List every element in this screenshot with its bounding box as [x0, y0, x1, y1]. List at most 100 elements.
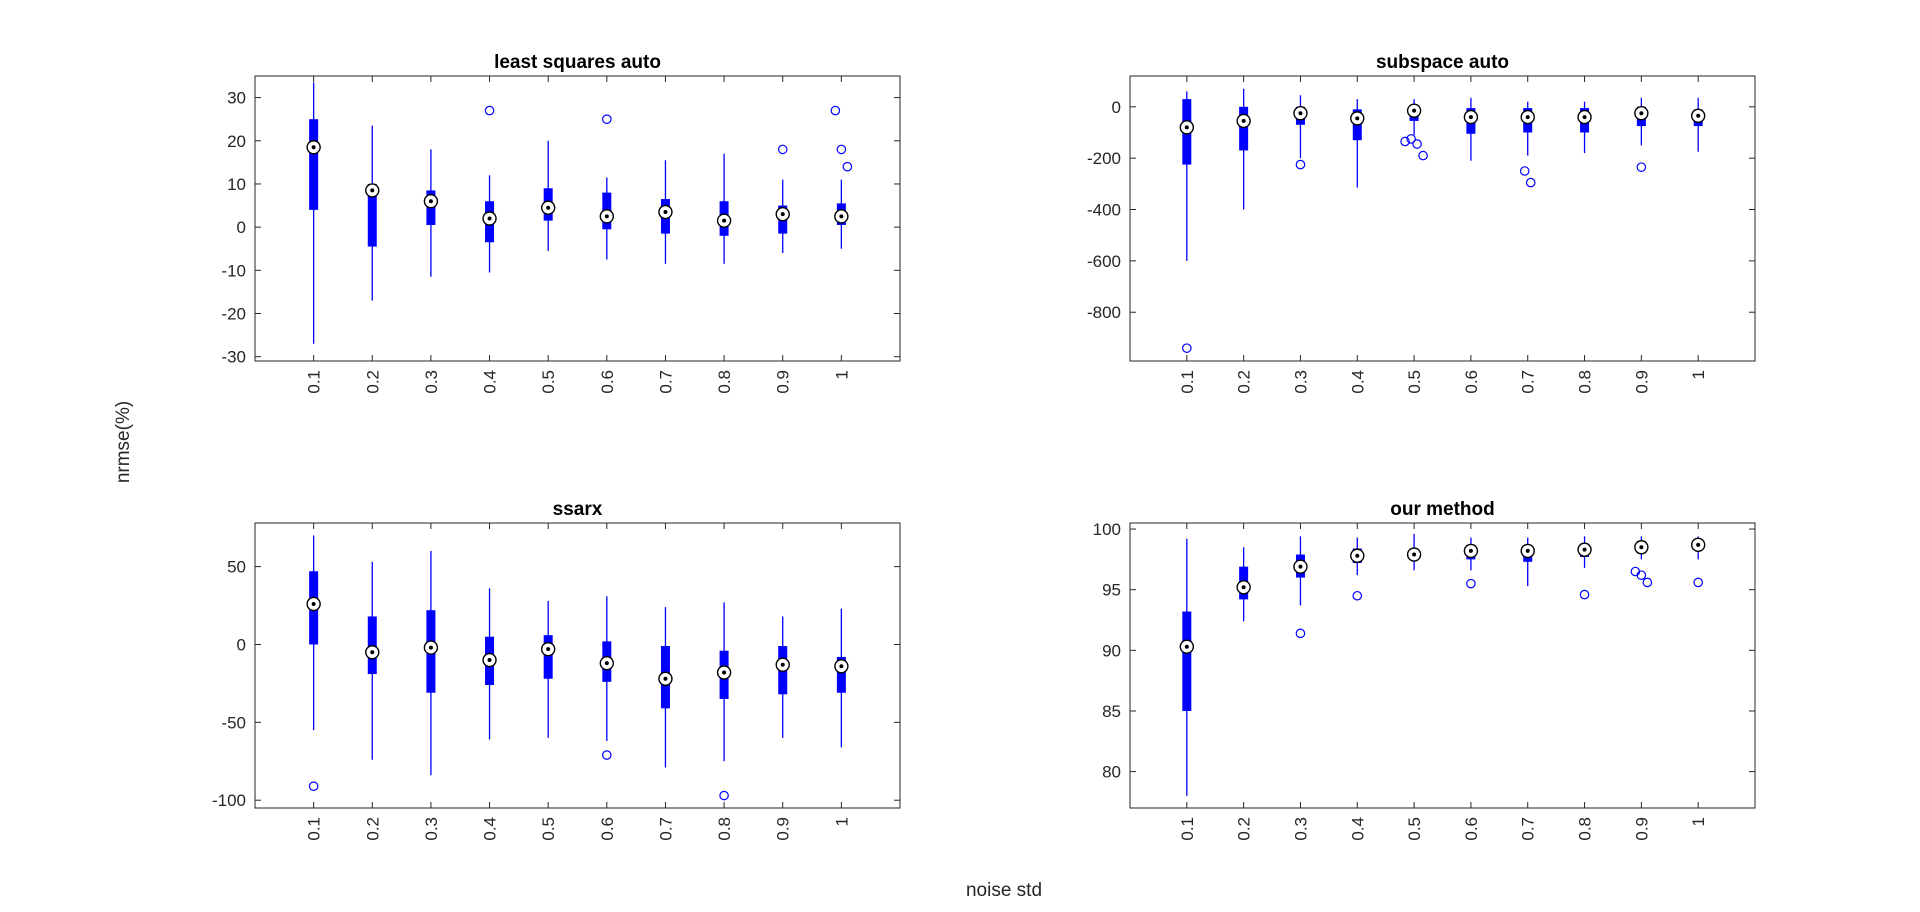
least-squares-auto-ytick-label: 10 — [227, 175, 246, 194]
our-method-outlier — [1295, 628, 1306, 639]
least-squares-auto-ytick-label: 20 — [227, 132, 246, 151]
ssarx-outlier — [602, 750, 612, 760]
figure-ylabel: nrmse(%) — [113, 401, 134, 483]
least-squares-auto-xtick-label: 0.1 — [305, 370, 324, 394]
subspace-auto-ytick-label: -400 — [1087, 201, 1121, 220]
ssarx-xtick-label: 1 — [832, 817, 851, 826]
our-method-outlier — [1579, 589, 1590, 600]
our-method-xtick-label: 0.8 — [1576, 817, 1595, 841]
least-squares-auto-outlier — [842, 161, 853, 172]
least-squares-auto-median-dot — [546, 205, 551, 210]
subspace-auto-median-dot — [1468, 115, 1473, 120]
subspace-auto-median-dot — [1412, 108, 1417, 113]
ssarx-title: ssarx — [553, 499, 603, 520]
subspace-auto-xtick-label: 0.8 — [1576, 370, 1595, 394]
ssarx-median-dot — [428, 645, 433, 650]
subspace-auto-median-dot — [1355, 116, 1360, 121]
subspace-auto-outlier — [1525, 177, 1536, 188]
ssarx-xtick-label: 0.6 — [598, 817, 617, 841]
ssarx-box — [543, 635, 553, 679]
subspace-auto-outlier — [1182, 343, 1192, 353]
least-squares-auto-xtick-label: 0.8 — [715, 370, 734, 394]
our-method-ytick-label: 100 — [1093, 520, 1121, 539]
ssarx-ytick-label: -50 — [221, 713, 246, 732]
our-method-median-dot — [1468, 548, 1473, 553]
our-method-xtick-label: 0.9 — [1632, 817, 1651, 841]
ssarx-ytick-label: 0 — [237, 635, 246, 654]
subspace-auto-ytick-label: -800 — [1087, 303, 1121, 322]
subspace-auto-median-dot — [1241, 118, 1246, 123]
our-method-xtick-label: 0.3 — [1291, 817, 1310, 841]
ssarx-median-dot — [546, 647, 551, 652]
our-method-xtick-label: 0.2 — [1235, 817, 1254, 841]
our-method-outlier — [1636, 570, 1647, 580]
our-method-axes-frame — [1129, 522, 1756, 809]
least-squares-auto-xtick-label: 0.5 — [539, 370, 558, 394]
ssarx-ytick-label: -100 — [212, 791, 246, 810]
our-method-xtick-label: 1 — [1689, 817, 1708, 826]
subspace-auto-xtick-label: 0.7 — [1519, 370, 1538, 394]
ssarx-median-dot — [839, 664, 844, 669]
least-squares-auto-box — [367, 183, 377, 247]
least-squares-auto-ytick-label: 0 — [237, 218, 246, 237]
least-squares-auto-xtick-label: 1 — [832, 370, 851, 379]
least-squares-auto-median-dot — [370, 188, 375, 193]
subspace-auto-ytick-label: -600 — [1087, 252, 1121, 271]
our-method-median-dot — [1696, 542, 1701, 547]
ssarx-outlier — [308, 781, 319, 791]
subspace-auto-median-dot — [1639, 111, 1644, 116]
least-squares-auto-outlier — [484, 105, 495, 116]
ssarx-xtick-label: 0.5 — [539, 817, 558, 841]
least-squares-auto-median-dot — [604, 214, 609, 219]
ssarx-xtick-label: 0.8 — [715, 817, 734, 841]
panel-subspace-auto: 0 -200 -400 -600 -800 0.1 0.2 0.3 0.4 0.5 0.6 0.7 0.… — [1087, 52, 1756, 394]
our-method-ytick-label: 85 — [1102, 702, 1121, 721]
subspace-auto-median-dot — [1582, 115, 1587, 120]
ssarx-median-dot — [487, 658, 492, 663]
least-squares-auto-title: least squares auto — [494, 52, 661, 73]
our-method-xtick-label: 0.6 — [1462, 817, 1481, 841]
least-squares-auto-ytick-label: -20 — [221, 305, 246, 324]
least-squares-auto-median-dot — [663, 210, 668, 215]
our-method-xtick-label: 0.4 — [1348, 817, 1367, 841]
panel-least-squares-auto: 30 20 10 0 -10 -20 -30 0.1 0.2 0.3 0.4 0.5 0.6 0.7 0.8… — [221, 52, 901, 394]
ssarx-ytick-label: 50 — [227, 558, 246, 577]
our-method-median-dot — [1355, 553, 1360, 558]
subspace-auto-xtick-label: 0.5 — [1405, 370, 1424, 394]
subspace-auto-ytick-label: -200 — [1087, 149, 1121, 168]
our-method-ytick-label: 80 — [1102, 763, 1121, 782]
subspace-auto-median-dot — [1298, 111, 1303, 116]
least-squares-auto-ytick-label: -30 — [221, 348, 246, 367]
least-squares-auto-axes-frame — [254, 75, 901, 362]
our-method-median-dot — [1412, 552, 1417, 557]
ssarx-box — [836, 656, 846, 693]
least-squares-auto-outlier — [830, 105, 841, 116]
subspace-auto-median-dot — [1184, 125, 1189, 130]
panel-our-method: 100 95 90 85 80 0.1 0.2 0.3 0.4 0.5 0.6 0.7 0.8 0.9 1 o… — [1093, 499, 1756, 841]
subspace-auto-outlier — [1406, 134, 1416, 144]
ssarx-median-dot — [370, 650, 375, 655]
subspace-auto-xtick-label: 0.1 — [1178, 370, 1197, 394]
least-squares-auto-median-dot — [311, 145, 316, 150]
figure-xlabel: noise std — [966, 880, 1042, 901]
least-squares-auto-median-dot — [839, 214, 844, 219]
least-squares-auto-median-dot — [487, 216, 492, 221]
subspace-auto-xtick-label: 0.3 — [1291, 370, 1310, 394]
subspace-auto-title: subspace auto — [1376, 52, 1509, 73]
ssarx-xtick-label: 0.4 — [481, 817, 500, 841]
ssarx-axes-frame — [254, 522, 901, 809]
ssarx-xtick-label: 0.3 — [422, 817, 441, 841]
ssarx-median-dot — [780, 662, 785, 667]
ssarx-xtick-label: 0.1 — [305, 817, 324, 841]
ssarx-xtick-label: 0.2 — [363, 817, 382, 841]
subspace-auto-xtick-label: 1 — [1689, 370, 1708, 379]
least-squares-auto-xtick-label: 0.2 — [363, 370, 382, 394]
least-squares-auto-outlier — [602, 114, 612, 124]
our-method-median-dot — [1241, 585, 1246, 590]
subspace-auto-ytick-label: 0 — [1112, 98, 1121, 117]
subspace-auto-xtick-label: 0.4 — [1348, 370, 1367, 394]
our-method-xtick-label: 0.5 — [1405, 817, 1424, 841]
least-squares-auto-median-dot — [722, 218, 727, 223]
subspace-auto-outlier — [1519, 166, 1530, 176]
